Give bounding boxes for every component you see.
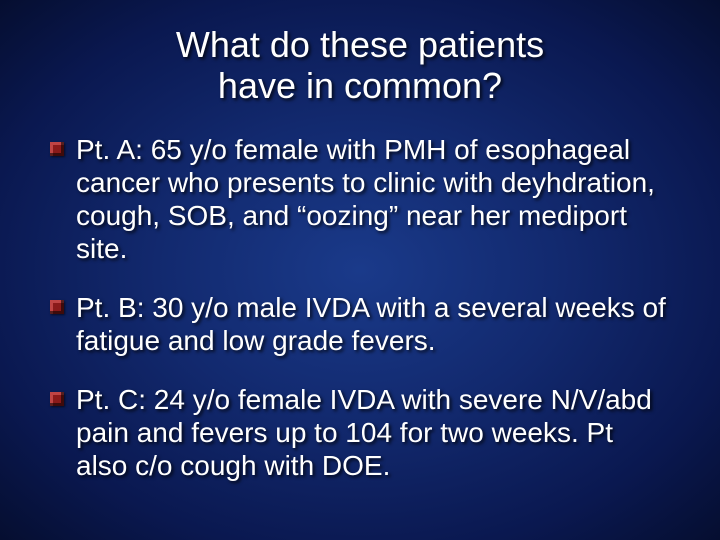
bullet-label: Pt. C: [76,384,154,415]
bullet-label: Pt. B: [76,292,152,323]
slide-title: What do these patients have in common? [48,24,672,107]
bullet-text: 24 y/o female IVDA with severe N/V/abd p… [76,384,652,481]
bullet-text: 65 y/o female with PMH of esophageal can… [76,134,655,264]
list-item: Pt. A: 65 y/o female with PMH of esophag… [48,133,672,265]
title-line-2: have in common? [218,65,502,106]
list-item: Pt. C: 24 y/o female IVDA with severe N/… [48,383,672,482]
bullet-list: Pt. A: 65 y/o female with PMH of esophag… [48,133,672,482]
slide: What do these patients have in common? P… [0,0,720,540]
list-item: Pt. B: 30 y/o male IVDA with a several w… [48,291,672,357]
bullet-label: Pt. A: [76,134,151,165]
title-line-1: What do these patients [176,24,544,65]
bullet-text: 30 y/o male IVDA with a several weeks of… [76,292,666,356]
